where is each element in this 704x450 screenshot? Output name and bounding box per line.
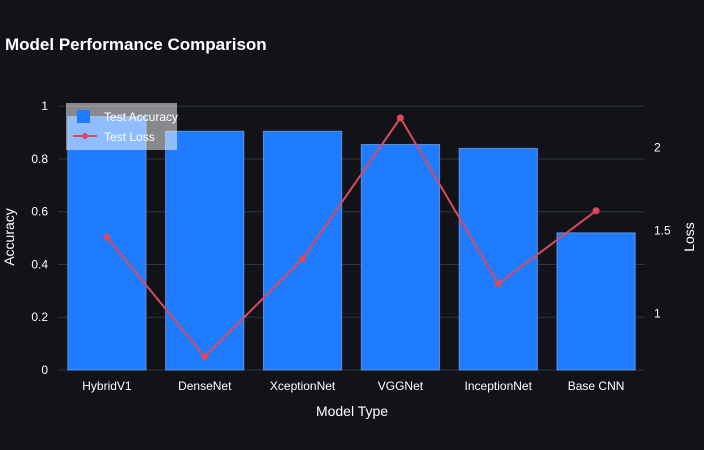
bar-inceptionnet[interactable]: [458, 147, 538, 371]
legend-line-marker: [82, 133, 88, 139]
y-axis-label: Accuracy: [1, 208, 17, 266]
y-tick-label: 0.8: [31, 152, 48, 166]
legend-label-accuracy: Test Accuracy: [104, 110, 178, 124]
y2-axis-ticks: 11.52: [654, 141, 671, 321]
y2-tick-label: 1: [654, 307, 661, 321]
x-tick-label: Base CNN: [568, 379, 625, 393]
legend[interactable]: Test Accuracy Test Loss: [66, 103, 178, 150]
loss-point-5[interactable]: [592, 207, 600, 215]
y2-tick-label: 1.5: [654, 224, 671, 238]
y-tick-label: 1: [41, 99, 48, 113]
y-tick-label: 0: [41, 363, 48, 377]
x-axis-label: Model Type: [316, 403, 388, 419]
loss-point-0[interactable]: [103, 233, 111, 241]
bar-densenet[interactable]: [165, 130, 245, 371]
x-tick-label: DenseNet: [178, 379, 232, 393]
bar-base-cnn[interactable]: [556, 232, 636, 371]
chart-title: Model Performance Comparison: [5, 35, 267, 54]
y-axis-ticks: 0 0.2 0.4 0.6 0.8 1: [31, 99, 48, 377]
x-axis-ticks: HybridV1 DenseNet XceptionNet VGGNet Incepti…: [82, 379, 624, 393]
x-tick-label: XceptionNet: [270, 379, 336, 393]
bar-series: [67, 116, 636, 371]
y-tick-label: 0.6: [31, 205, 48, 219]
loss-point-3[interactable]: [396, 114, 404, 122]
y-tick-label: 0.4: [31, 257, 48, 271]
loss-point-1[interactable]: [201, 353, 209, 361]
loss-line: [106, 116, 597, 359]
bar-hybridv1[interactable]: [67, 116, 147, 371]
loss-point-4[interactable]: [494, 280, 502, 288]
bar-vggnet[interactable]: [360, 143, 441, 371]
bar-xceptionnet[interactable]: [262, 130, 343, 371]
line-series: [103, 114, 600, 361]
x-tick-label: InceptionNet: [465, 379, 533, 393]
legend-bar-swatch: [77, 110, 90, 123]
y2-tick-label: 2: [654, 141, 661, 155]
legend-label-loss: Test Loss: [104, 130, 155, 144]
x-tick-label: HybridV1: [82, 379, 132, 393]
y2-axis-label: Loss: [681, 222, 697, 252]
y-tick-label: 0.2: [31, 310, 48, 324]
x-tick-label: VGGNet: [378, 379, 424, 393]
loss-point-2[interactable]: [299, 255, 307, 263]
